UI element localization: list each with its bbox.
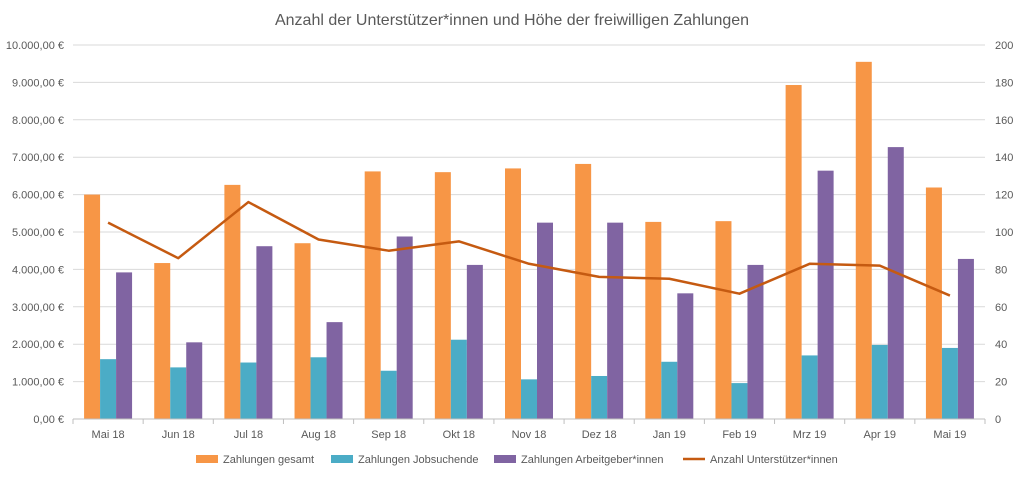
bar-zahlungen-gesamt bbox=[645, 221, 662, 419]
y-left-tick-label: 0,00 € bbox=[33, 414, 64, 426]
bar-zahlungen-gesamt bbox=[224, 184, 241, 419]
x-tick-label: Mrz 19 bbox=[793, 429, 827, 441]
bar-zahlungen-jobsuchende bbox=[801, 355, 818, 419]
x-tick-label: Dez 18 bbox=[582, 429, 617, 441]
bar-zahlungen-gesamt bbox=[294, 243, 311, 419]
bar-zahlungen-arbeitgeber-innen bbox=[887, 147, 904, 420]
x-tick-label: Jan 19 bbox=[653, 429, 686, 441]
bar-zahlungen-jobsuchende bbox=[100, 359, 117, 419]
line-series bbox=[107, 200, 951, 297]
bar-zahlungen-gesamt bbox=[925, 187, 942, 419]
y-right-tick-label: 160 bbox=[995, 115, 1013, 127]
bar-zahlungen-gesamt bbox=[154, 263, 171, 419]
bar-zahlungen-arbeitgeber-innen bbox=[326, 322, 343, 419]
legend-item: Zahlungen Arbeitgeber*innen bbox=[494, 454, 664, 466]
y-right-tick-label: 20 bbox=[995, 377, 1007, 389]
bar-zahlungen-arbeitgeber-innen bbox=[186, 342, 203, 419]
y-right-tick-label: 40 bbox=[995, 339, 1007, 351]
x-tick-label: Nov 18 bbox=[512, 429, 547, 441]
legend: Zahlungen gesamt Zahlungen Jobsuchende Zah… bbox=[196, 454, 838, 466]
bar-zahlungen-arbeitgeber-innen bbox=[537, 222, 553, 419]
bar-zahlungen-jobsuchende bbox=[731, 383, 748, 419]
bar-zahlungen-arbeitgeber-innen bbox=[677, 293, 694, 419]
y-left-tick-label: 7.000,00 € bbox=[12, 152, 64, 164]
axes: 0,00 € 1.000,00 € 2.000,00 € 3.000,00 € 4.00… bbox=[6, 40, 1013, 441]
bar-zahlungen-gesamt bbox=[785, 85, 802, 419]
bar-zahlungen-arbeitgeber-innen bbox=[747, 264, 764, 419]
bar-zahlungen-jobsuchende bbox=[591, 375, 608, 419]
bar-zahlungen-jobsuchende bbox=[871, 344, 888, 419]
y-right-tick-label: 60 bbox=[995, 302, 1007, 314]
chart-title: Anzahl der Unterstützer*innen und Höhe d… bbox=[275, 12, 749, 29]
y-right-tick-label: 0 bbox=[995, 414, 1001, 426]
bar-zahlungen-arbeitgeber-innen bbox=[957, 258, 974, 419]
x-tick-label: Aug 18 bbox=[301, 429, 336, 441]
bar-zahlungen-jobsuchende bbox=[450, 339, 467, 419]
bar-zahlungen-jobsuchende bbox=[380, 370, 397, 419]
bar-zahlungen-jobsuchende bbox=[661, 361, 678, 419]
y-left-tick-label: 4.000,00 € bbox=[12, 264, 64, 276]
legend-label: Zahlungen Jobsuchende bbox=[358, 454, 478, 466]
legend-label: Zahlungen gesamt bbox=[223, 454, 314, 466]
y-left-tick-label: 1.000,00 € bbox=[12, 377, 64, 389]
legend-item: Zahlungen gesamt bbox=[196, 454, 314, 466]
y-right-tick-label: 140 bbox=[995, 152, 1013, 164]
bar-zahlungen-jobsuchende bbox=[941, 347, 958, 419]
bar-zahlungen-arbeitgeber-innen bbox=[607, 222, 624, 419]
gridlines bbox=[73, 44, 985, 383]
y-left-tick-label: 3.000,00 € bbox=[12, 302, 64, 314]
x-tick-label: Mai 18 bbox=[92, 429, 125, 441]
y-right-tick-label: 180 bbox=[995, 77, 1013, 89]
legend-item: Anzahl Unterstützer*innen bbox=[683, 454, 838, 466]
bar-zahlungen-gesamt bbox=[434, 172, 451, 419]
bar-zahlungen-gesamt bbox=[715, 221, 732, 419]
y-right-tick-label: 80 bbox=[995, 264, 1007, 276]
bar-zahlungen-arbeitgeber-innen bbox=[817, 170, 834, 419]
bars bbox=[84, 61, 974, 420]
x-tick-label: Jul 18 bbox=[234, 429, 263, 441]
legend-swatch bbox=[331, 455, 353, 463]
y-left-tick-label: 10.000,00 € bbox=[6, 40, 64, 52]
x-tick-label: Sep 18 bbox=[371, 429, 406, 441]
bar-zahlungen-jobsuchende bbox=[240, 362, 257, 419]
bar-zahlungen-arbeitgeber-innen bbox=[396, 236, 413, 419]
y-right-tick-label: 200 bbox=[995, 40, 1013, 52]
x-tick-label: Mai 19 bbox=[933, 429, 966, 441]
legend-label: Anzahl Unterstützer*innen bbox=[710, 454, 838, 466]
x-tick-label: Feb 19 bbox=[722, 429, 756, 441]
bar-zahlungen-jobsuchende bbox=[310, 357, 327, 419]
bar-zahlungen-arbeitgeber-innen bbox=[466, 264, 483, 419]
bar-zahlungen-gesamt bbox=[364, 171, 381, 419]
bar-zahlungen-arbeitgeber-innen bbox=[256, 246, 273, 419]
legend-item: Zahlungen Jobsuchende bbox=[331, 454, 478, 466]
bar-zahlungen-jobsuchende bbox=[521, 379, 537, 419]
bar-zahlungen-jobsuchende bbox=[170, 367, 187, 419]
legend-swatch bbox=[494, 455, 516, 463]
bar-zahlungen-gesamt bbox=[855, 61, 872, 419]
x-tick-label: Apr 19 bbox=[864, 429, 896, 441]
y-left-tick-label: 8.000,00 € bbox=[12, 115, 64, 127]
bar-zahlungen-gesamt bbox=[505, 168, 521, 419]
y-right-tick-label: 100 bbox=[995, 227, 1013, 239]
y-right-tick-label: 120 bbox=[995, 190, 1013, 202]
line-anzahl-unterstuetzer-innen bbox=[107, 200, 951, 297]
y-left-tick-label: 9.000,00 € bbox=[12, 77, 64, 89]
x-tick-label: Jun 18 bbox=[162, 429, 195, 441]
x-tick-label: Okt 18 bbox=[443, 429, 475, 441]
y-left-tick-label: 6.000,00 € bbox=[12, 190, 64, 202]
legend-swatch bbox=[196, 455, 218, 463]
y-left-tick-label: 5.000,00 € bbox=[12, 227, 64, 239]
legend-label: Zahlungen Arbeitgeber*innen bbox=[521, 454, 664, 466]
y-left-tick-label: 2.000,00 € bbox=[12, 339, 64, 351]
bar-zahlungen-arbeitgeber-innen bbox=[116, 272, 133, 419]
bar-zahlungen-gesamt bbox=[84, 194, 101, 419]
bar-zahlungen-gesamt bbox=[575, 163, 592, 419]
